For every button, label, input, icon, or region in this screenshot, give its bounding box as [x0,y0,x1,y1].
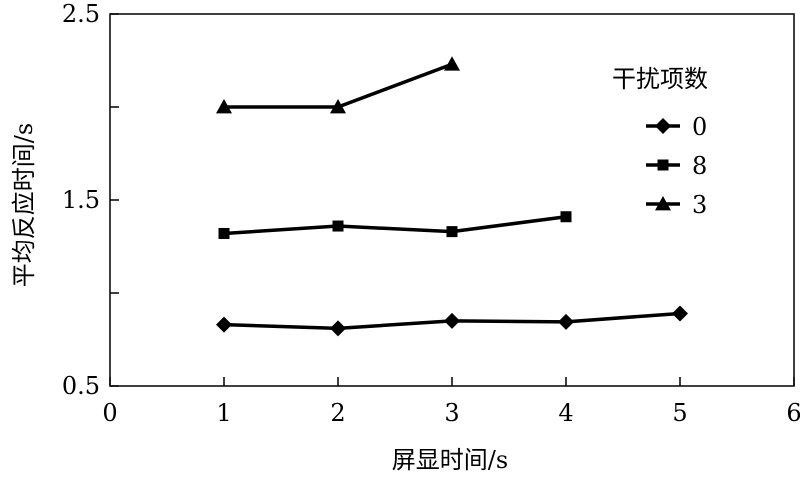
series-layer [216,56,688,337]
x-axis-title: 屏显时间/s [392,446,508,474]
y-tick-label: 1.5 [62,186,100,214]
legend-title: 干扰项数 [612,65,708,93]
data-point [444,56,460,71]
legend-marker [657,159,669,171]
data-point [444,312,460,329]
x-tick-label: 3 [444,399,459,427]
series-line [223,215,567,236]
y-tick-label: 2.5 [62,0,100,28]
legend-label: 8 [692,152,707,180]
legend-item-0: 0 [646,113,707,141]
legend-marker [655,196,671,211]
series-0 [216,305,688,337]
data-point [216,99,232,114]
data-point [446,226,458,238]
series-3 [216,56,460,114]
data-point [216,316,232,333]
x-tick-label: 5 [672,399,687,427]
legend-marker [655,118,671,134]
data-point [330,99,346,114]
legend-item-8: 8 [646,152,707,180]
legend: 干扰项数 0 8 3 [612,65,708,219]
series-8 [218,211,572,239]
y-axis-title: 平均反应时间/s [10,123,38,287]
x-tick-label: 0 [102,399,117,427]
data-point [558,313,574,330]
x-axis: 0 1 2 3 4 5 6 [102,377,800,427]
data-point [672,305,688,322]
data-point [330,320,346,337]
legend-item-3: 3 [646,191,707,219]
x-tick-label: 1 [216,399,231,427]
x-tick-label: 4 [558,399,573,427]
data-point [218,227,230,239]
y-tick-label: 0.5 [62,372,100,400]
x-tick-label: 6 [786,399,800,427]
legend-label: 0 [692,113,707,141]
data-point [560,211,572,223]
data-point [332,220,344,232]
y-axis: 0.5 1.5 2.5 [62,0,119,400]
x-tick-label: 2 [330,399,345,427]
legend-label: 3 [692,191,707,219]
